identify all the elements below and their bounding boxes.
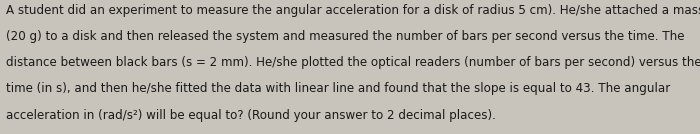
Text: (20 g) to a disk and then released the system and measured the number of bars pe: (20 g) to a disk and then released the s… [6,30,684,43]
Text: distance between black bars (s = 2 mm). He/she plotted the optical readers (numb: distance between black bars (s = 2 mm). … [6,56,700,69]
Text: acceleration in (rad/s²) will be equal to? (Round your answer to 2 decimal place: acceleration in (rad/s²) will be equal t… [6,109,496,122]
Text: A student did an experiment to measure the angular acceleration for a disk of ra: A student did an experiment to measure t… [6,4,700,17]
Text: time (in s), and then he/she fitted the data with linear line and found that the: time (in s), and then he/she fitted the … [6,82,670,95]
